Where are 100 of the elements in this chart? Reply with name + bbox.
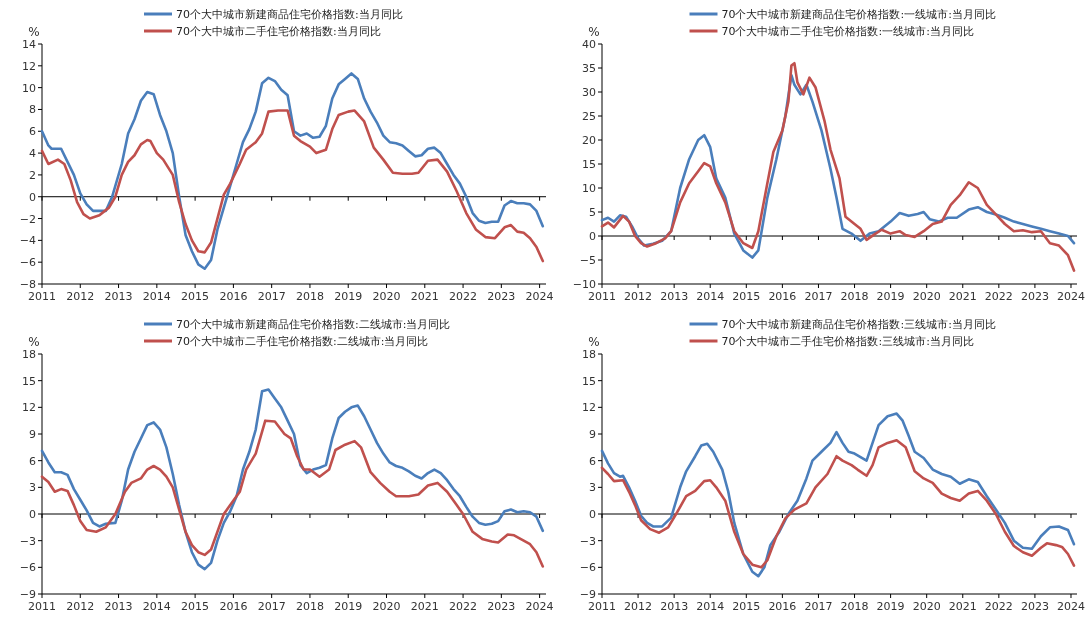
y-tick-label: 6 xyxy=(589,454,596,468)
y-tick-label: 9 xyxy=(589,428,596,441)
y-tick-label: −4 xyxy=(19,234,36,248)
legend-label: 70个大中城市二手住宅价格指数:当月同比 xyxy=(176,25,381,38)
y-tick-label: 18 xyxy=(582,348,596,361)
x-tick-label: 2021 xyxy=(410,290,439,303)
x-tick-label: 2016 xyxy=(219,600,248,613)
line-series xyxy=(40,419,545,568)
y-tick-label: −6 xyxy=(19,561,36,575)
x-tick-label: 2013 xyxy=(660,290,689,303)
y-tick-label: 12 xyxy=(582,401,596,415)
x-tick-label: 2015 xyxy=(181,290,210,303)
y-tick-label: 6 xyxy=(29,454,36,468)
x-tick-label: 2012 xyxy=(624,290,653,303)
x-tick-label: 2019 xyxy=(334,290,363,303)
x-tick-label: 2023 xyxy=(1020,600,1049,613)
x-tick-label: 2015 xyxy=(732,600,761,613)
x-tick-label: 2013 xyxy=(104,600,133,613)
y-tick-label: 3 xyxy=(589,481,596,495)
x-tick-label: 2011 xyxy=(28,600,56,613)
x-tick-label: 2019 xyxy=(334,600,363,613)
y-axis-title: % xyxy=(28,335,40,349)
x-tick-label: 2017 xyxy=(804,600,833,613)
line-series xyxy=(40,72,545,271)
x-tick-label: 2020 xyxy=(372,600,401,613)
x-tick-label: 2021 xyxy=(948,600,977,613)
x-tick-label: 2024 xyxy=(525,290,554,303)
x-tick-label: 2011 xyxy=(588,290,616,303)
x-tick-label: 2020 xyxy=(912,290,941,303)
x-tick-label: 2014 xyxy=(696,290,725,303)
y-tick-label: −9 xyxy=(19,588,36,601)
y-tick-label: 25 xyxy=(582,110,596,123)
x-tick-label: 2024 xyxy=(525,600,554,613)
y-tick-label: 2 xyxy=(29,168,36,182)
legend-label: 70个大中城市新建商品住宅价格指数:一线城市:当月同比 xyxy=(721,8,996,21)
x-tick-label: 2018 xyxy=(840,600,869,613)
x-tick-label: 2011 xyxy=(588,600,616,613)
x-tick-label: 2018 xyxy=(840,290,869,303)
x-tick-label: 2016 xyxy=(219,290,248,303)
x-tick-label: 2015 xyxy=(732,290,761,303)
x-tick-label: 2023 xyxy=(487,290,516,303)
x-tick-label: 2022 xyxy=(449,600,478,613)
line-series xyxy=(40,388,545,571)
x-tick-label: 2024 xyxy=(1056,290,1085,303)
x-tick-label: 2023 xyxy=(487,600,516,613)
x-tick-label: 2024 xyxy=(1056,600,1085,613)
line-series xyxy=(600,438,1076,569)
y-tick-label: −5 xyxy=(579,254,596,267)
y-tick-label: 6 xyxy=(29,125,36,139)
y-tick-label: −10 xyxy=(572,278,596,291)
x-tick-label: 2019 xyxy=(876,290,905,303)
x-tick-label: 2014 xyxy=(142,600,171,613)
y-tick-label: 3 xyxy=(29,481,36,495)
x-tick-label: 2021 xyxy=(410,600,439,613)
y-tick-label: 5 xyxy=(589,206,596,219)
y-axis-title: % xyxy=(588,25,600,39)
y-axis-title: % xyxy=(28,25,40,39)
y-tick-label: 0 xyxy=(29,190,36,204)
legend-label: 70个大中城市新建商品住宅价格指数:三线城市:当月同比 xyxy=(721,318,996,331)
y-tick-label: 0 xyxy=(589,508,596,521)
x-tick-label: 2021 xyxy=(948,290,977,303)
y-tick-label: 10 xyxy=(22,81,36,95)
x-tick-label: 2019 xyxy=(876,600,905,613)
x-tick-label: 2011 xyxy=(28,290,56,303)
y-tick-label: 35 xyxy=(582,62,596,75)
y-tick-label: −6 xyxy=(579,561,596,575)
x-tick-label: 2017 xyxy=(257,600,286,613)
y-tick-label: 14 xyxy=(22,38,36,51)
x-tick-label: 2012 xyxy=(624,600,653,613)
x-tick-label: 2016 xyxy=(768,290,797,303)
x-tick-label: 2023 xyxy=(1020,290,1049,303)
y-tick-label: −9 xyxy=(579,588,596,601)
x-tick-label: 2022 xyxy=(449,290,478,303)
line-series xyxy=(40,109,545,263)
x-tick-label: 2013 xyxy=(660,600,689,613)
y-tick-label: 15 xyxy=(582,374,596,388)
y-tick-label: 8 xyxy=(29,103,36,117)
x-tick-label: 2014 xyxy=(696,600,725,613)
legend-label: 70个大中城市新建商品住宅价格指数:二线城市:当月同比 xyxy=(176,318,451,331)
x-tick-label: 2022 xyxy=(984,290,1013,303)
x-tick-label: 2018 xyxy=(295,600,324,613)
y-tick-label: 12 xyxy=(22,59,36,73)
y-tick-label: 12 xyxy=(22,401,36,415)
y-tick-label: −2 xyxy=(19,212,36,226)
legend-label: 70个大中城市二手住宅价格指数:三线城市:当月同比 xyxy=(721,335,974,348)
x-tick-label: 2012 xyxy=(66,600,95,613)
x-tick-label: 2016 xyxy=(768,600,797,613)
y-tick-label: 4 xyxy=(29,147,36,161)
y-tick-label: 30 xyxy=(582,86,596,99)
legend-label: 70个大中城市新建商品住宅价格指数:当月同比 xyxy=(176,8,403,21)
x-tick-label: 2013 xyxy=(104,290,133,303)
x-tick-label: 2020 xyxy=(912,600,941,613)
y-tick-label: 15 xyxy=(22,374,36,388)
x-tick-label: 2017 xyxy=(257,290,286,303)
x-tick-label: 2014 xyxy=(142,290,171,303)
x-tick-label: 2022 xyxy=(984,600,1013,613)
x-tick-label: 2017 xyxy=(804,290,833,303)
x-tick-label: 2015 xyxy=(181,600,210,613)
x-tick-label: 2012 xyxy=(66,290,95,303)
y-tick-label: 40 xyxy=(582,38,596,51)
